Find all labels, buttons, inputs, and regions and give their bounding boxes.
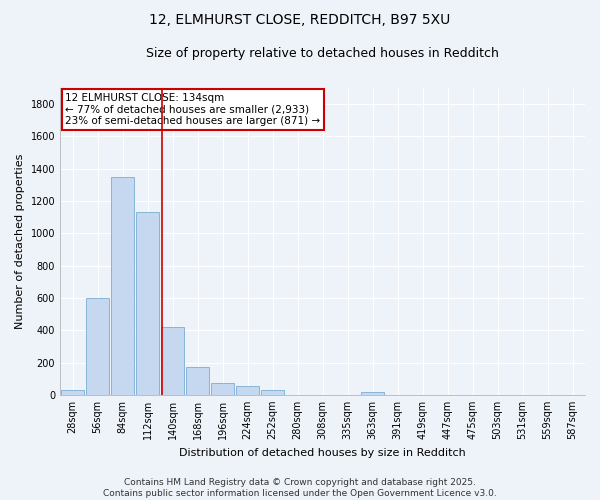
Bar — [86, 298, 109, 395]
Y-axis label: Number of detached properties: Number of detached properties — [15, 154, 25, 329]
Bar — [111, 177, 134, 395]
Bar — [361, 392, 384, 395]
Bar — [211, 382, 234, 395]
X-axis label: Distribution of detached houses by size in Redditch: Distribution of detached houses by size … — [179, 448, 466, 458]
Bar — [161, 327, 184, 395]
Title: Size of property relative to detached houses in Redditch: Size of property relative to detached ho… — [146, 48, 499, 60]
Text: 12, ELMHURST CLOSE, REDDITCH, B97 5XU: 12, ELMHURST CLOSE, REDDITCH, B97 5XU — [149, 12, 451, 26]
Text: Contains HM Land Registry data © Crown copyright and database right 2025.
Contai: Contains HM Land Registry data © Crown c… — [103, 478, 497, 498]
Bar — [61, 390, 84, 395]
Bar — [261, 390, 284, 395]
Text: 12 ELMHURST CLOSE: 134sqm
← 77% of detached houses are smaller (2,933)
23% of se: 12 ELMHURST CLOSE: 134sqm ← 77% of detac… — [65, 92, 320, 126]
Bar — [186, 368, 209, 395]
Bar — [236, 386, 259, 395]
Bar — [136, 212, 159, 395]
